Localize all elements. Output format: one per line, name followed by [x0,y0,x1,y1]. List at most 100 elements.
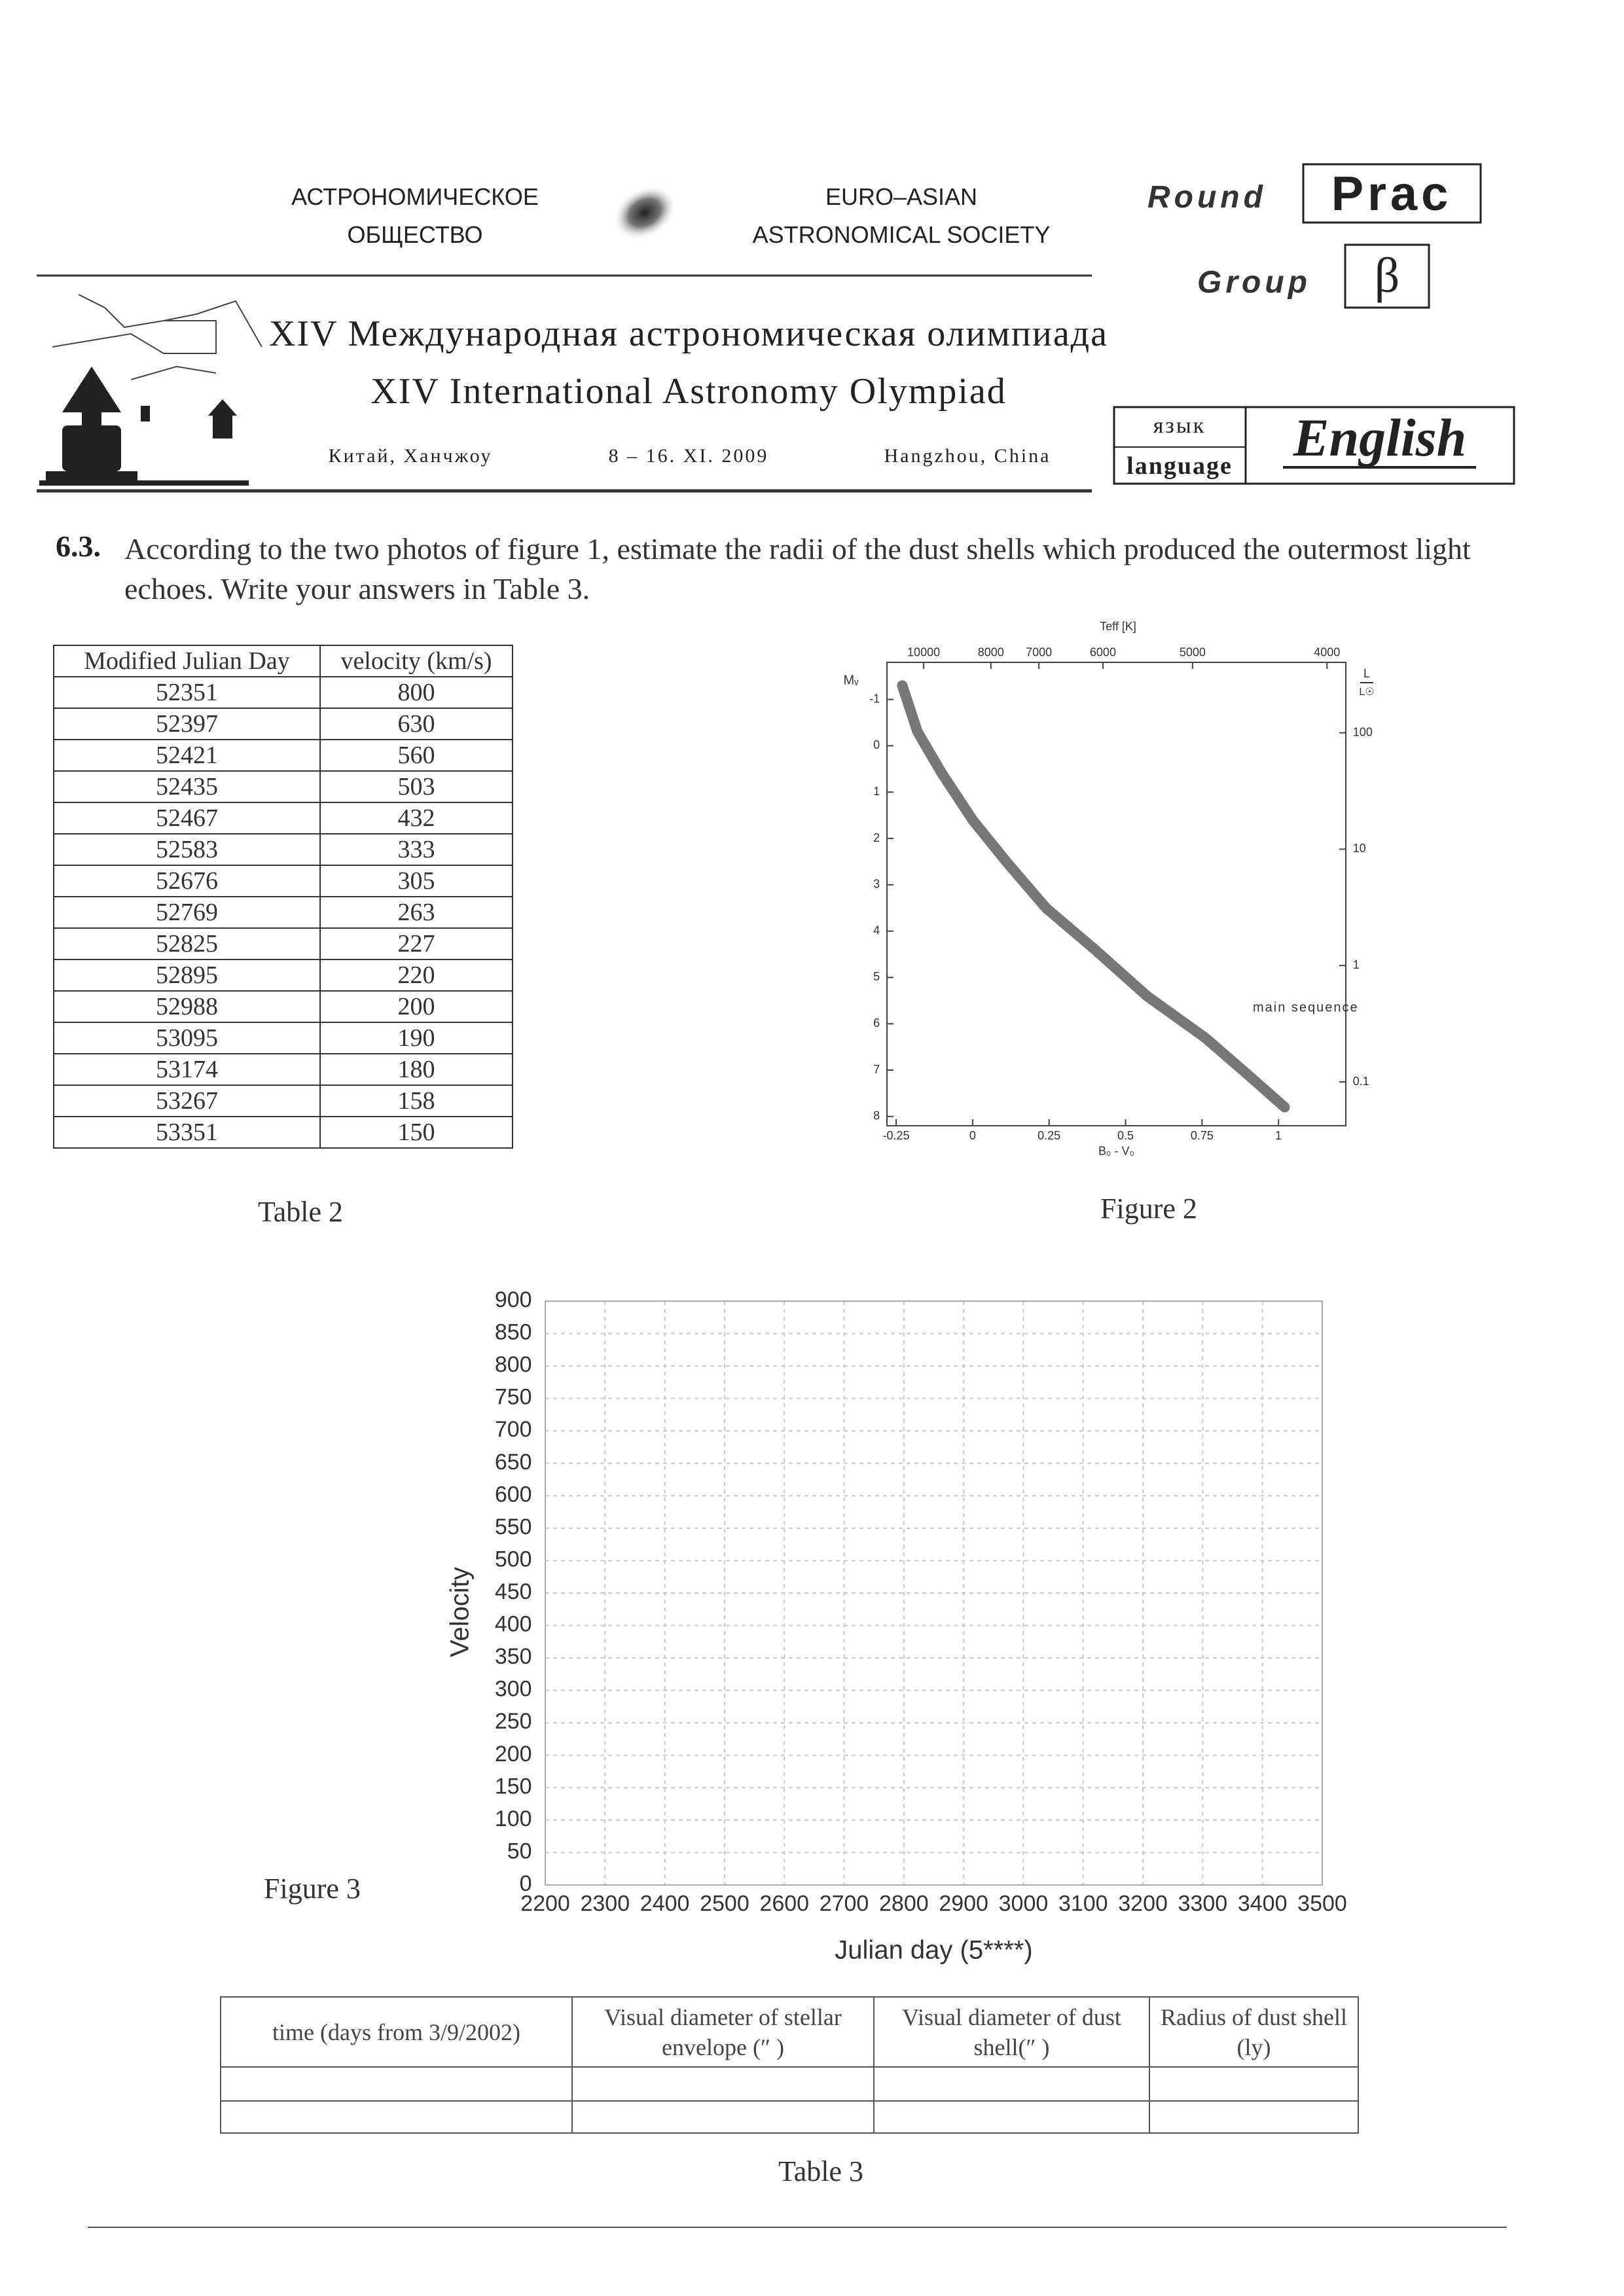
x-tick-label: 2700 [820,1892,869,1916]
language-box [1113,406,1515,485]
x-tick-label: 2600 [759,1892,809,1916]
y-tick-label: 300 [495,1677,532,1702]
x-tick-label: 3100 [1058,1892,1108,1916]
cell [220,2066,573,2102]
cell: 560 [319,739,513,772]
title-ru: XIV Международная астрономическая олимпи… [268,314,1109,354]
table-row: 53351 150 [53,1116,513,1149]
table-row: 52351 800 [53,676,513,709]
table-row: 52435 503 [53,770,513,803]
y-tick-label: 2 [873,831,880,844]
table-caption: Table 3 [778,2155,864,2187]
cell: 53351 [53,1116,321,1149]
cell: 52397 [53,708,321,740]
table-row: 53174 180 [53,1053,513,1086]
cell: 220 [319,959,513,992]
language-label: язык [1153,414,1206,438]
y-tick-label: 200 [495,1742,532,1767]
round-box [1302,163,1482,224]
y-tick-label: 6 [873,1016,880,1030]
table-caption: Table 2 [257,1196,344,1228]
y-tick-label: 7 [873,1063,880,1076]
table-row: 52895 220 [53,959,513,992]
column-header: Modified Julian Day [53,645,321,677]
place-ru: Китай, Ханчжоу [328,445,493,467]
column-header: velocity (km/s) [319,645,513,677]
y2-axis-label: L [1363,667,1370,680]
column-header: Radius of dust shell (ly) [1149,1996,1359,2068]
y-tick-label: 450 [495,1579,532,1604]
round-value: Prac [1331,166,1453,221]
y-tick-label: 3 [873,878,880,891]
figure-caption: Figure 3 [264,1873,361,1905]
cell: 503 [319,770,513,803]
table-3: time (days from 3/9/2002) Visual diamete… [220,1996,1359,2134]
y-tick-label: 400 [495,1612,532,1637]
x2-tick-label: 5000 [1180,645,1206,658]
cell: 52435 [53,770,321,803]
x-tick-label: 0.5 [1117,1129,1134,1142]
table-row: 52397 630 [53,708,513,740]
cell: 158 [319,1085,513,1117]
x-tick-label: 0 [969,1129,976,1142]
cell: 53095 [53,1022,321,1054]
y-tick-label: -1 [869,692,880,705]
society-en: ASTRONOMICAL SOCIETY [752,221,1051,248]
x-tick-label: 2500 [700,1892,749,1916]
cell: 263 [319,896,513,929]
y2-tick-label: 10 [1353,842,1366,855]
group-label: Group [1197,265,1311,300]
cell: 52988 [53,990,321,1023]
group-box [1344,243,1430,309]
y-axis-label: Velocity [446,1567,475,1657]
title-en: XIV International Astronomy Olympiad [370,371,1007,412]
society-ru: АСТРОНОМИЧЕСКОЕ [291,183,539,210]
cell: 200 [319,990,513,1023]
figure-caption: Figure 2 [1100,1193,1197,1225]
x-tick-label: 3400 [1238,1892,1288,1916]
y-tick-label: 600 [495,1482,532,1507]
cell: 190 [319,1022,513,1054]
cell [873,2066,1150,2102]
x2-tick-label: 4000 [1314,645,1340,658]
table-2: Modified Julian Day velocity (km/s) 52351… [53,645,513,1149]
language-label: language [1127,452,1233,480]
cell [1149,2100,1359,2134]
y-tick-label: 8 [873,1109,880,1122]
y-tick-label: 800 [495,1352,532,1377]
table-row: 52467 432 [53,802,513,834]
table-row: 53095 190 [53,1022,513,1054]
cell: 52351 [53,676,321,709]
group-value: β [1374,248,1400,303]
x-tick-label: 0.25 [1038,1129,1060,1142]
cell: 52583 [53,833,321,866]
column-header: time (days from 3/9/2002) [220,1996,573,2068]
y-tick-label: 100 [495,1806,532,1831]
cell: 227 [319,927,513,960]
column-header: Visual diameter of dust shell(″ ) [873,1996,1150,2068]
x-tick-label: 2300 [580,1892,630,1916]
cell: 53267 [53,1085,321,1117]
cell: 52467 [53,802,321,834]
cell: 52676 [53,865,321,897]
cell: 52895 [53,959,321,992]
series-label: main sequence [1253,1000,1359,1014]
x-tick-label: -0.25 [883,1129,910,1142]
round-label: Round [1147,180,1267,215]
y-tick-label: 50 [507,1839,532,1863]
dates: 8 – 16. XI. 2009 [608,445,769,467]
x2-tick-label: 8000 [978,645,1004,658]
y-tick-label: 700 [495,1417,532,1442]
cell: 432 [319,802,513,834]
x-tick-label: 3300 [1178,1892,1228,1916]
x-tick-label: 2400 [640,1892,690,1916]
y-tick-label: 0 [520,1871,532,1896]
x-tick-label: 0.75 [1191,1129,1214,1142]
x-tick-label: 3200 [1118,1892,1168,1916]
table-row: 52583 333 [53,833,513,866]
cell [1149,2066,1359,2102]
y-tick-label: 850 [495,1320,532,1345]
cell: 333 [319,833,513,866]
y-tick-label: 350 [495,1644,532,1669]
